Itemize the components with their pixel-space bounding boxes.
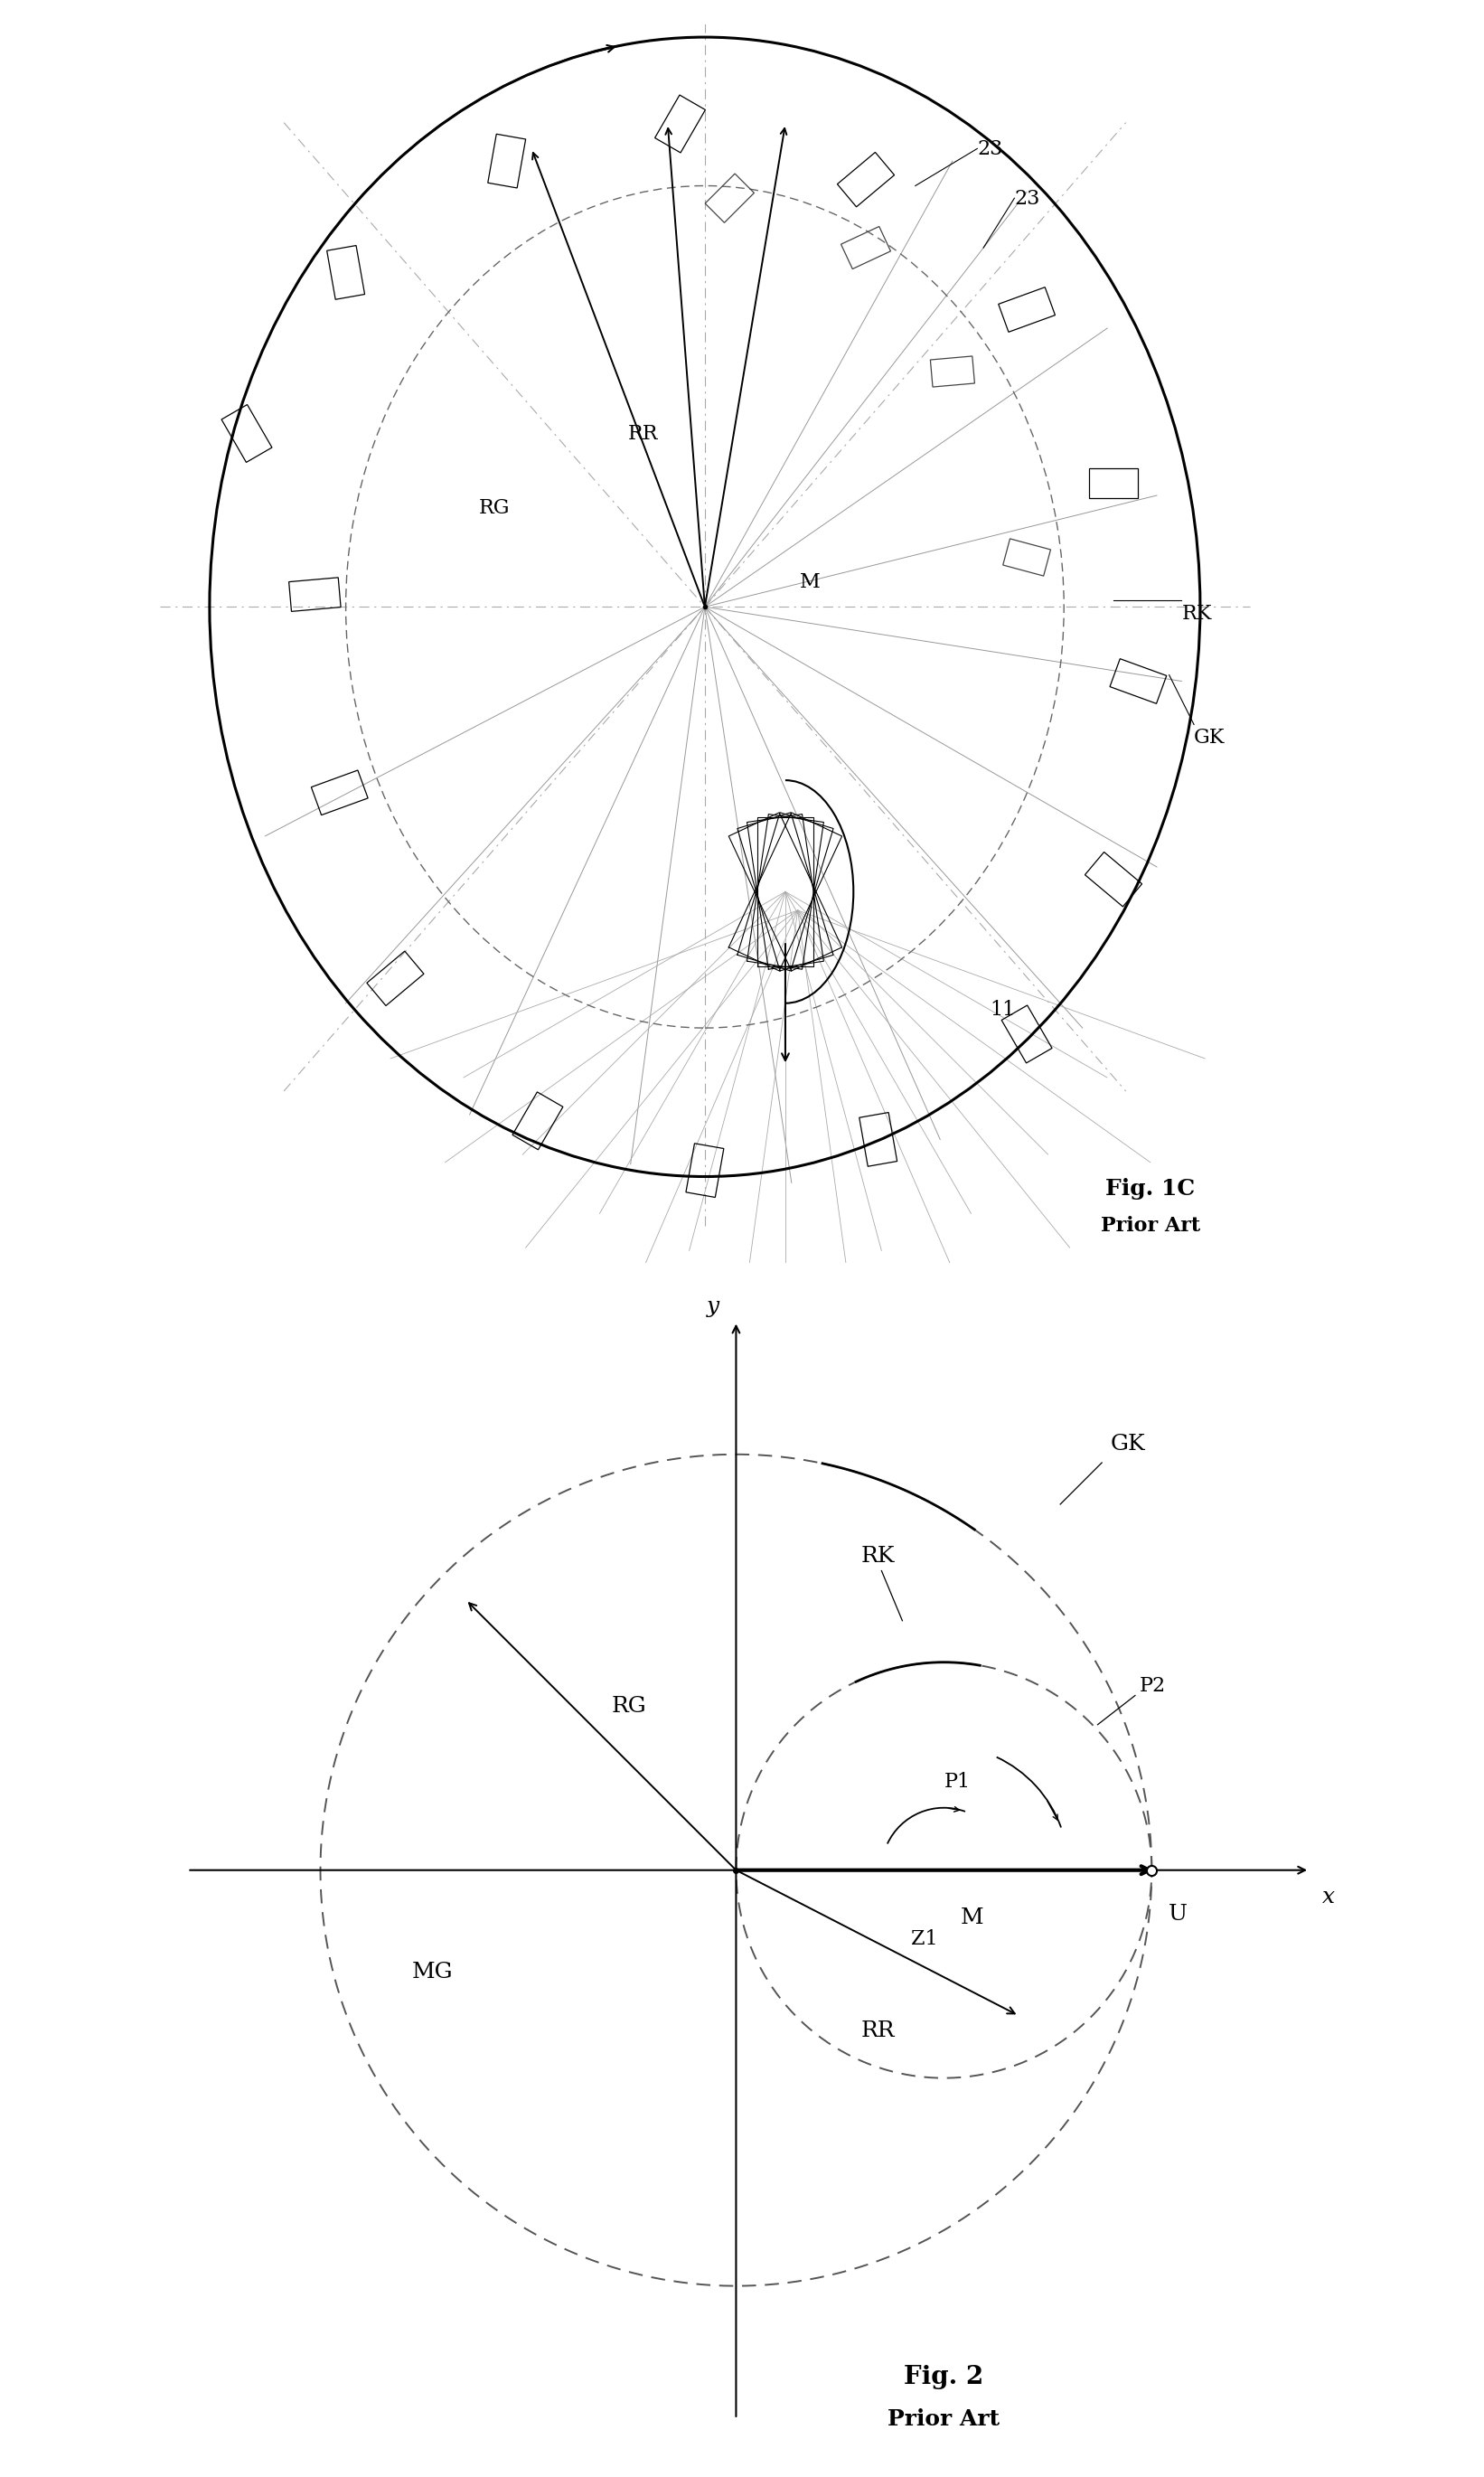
Text: RR: RR <box>861 2021 895 2041</box>
Text: RR: RR <box>628 424 657 443</box>
Text: 23: 23 <box>1015 188 1040 208</box>
Text: GK: GK <box>1110 1434 1146 1454</box>
Text: y: y <box>706 1298 720 1318</box>
Text: U: U <box>1168 1905 1187 1925</box>
Text: 11: 11 <box>990 1001 1015 1021</box>
Text: RK: RK <box>1181 604 1212 624</box>
Text: RG: RG <box>611 1697 647 1717</box>
Text: x: x <box>1322 1887 1336 1907</box>
Text: P2: P2 <box>1140 1677 1165 1697</box>
Text: Prior Art: Prior Art <box>887 2408 1000 2430</box>
Text: Fig. 1C: Fig. 1C <box>1106 1179 1196 1199</box>
Text: Z1: Z1 <box>911 1930 938 1949</box>
Text: Prior Art: Prior Art <box>1101 1216 1201 1236</box>
Text: Fig. 2: Fig. 2 <box>904 2366 984 2390</box>
Text: M: M <box>960 1907 984 1930</box>
Text: 23: 23 <box>978 139 1003 159</box>
Text: MG: MG <box>413 1962 453 1982</box>
Text: P1: P1 <box>944 1771 971 1791</box>
Text: RG: RG <box>479 498 510 518</box>
Text: M: M <box>800 572 821 592</box>
Text: GK: GK <box>1195 728 1224 748</box>
Text: RK: RK <box>861 1546 895 1568</box>
